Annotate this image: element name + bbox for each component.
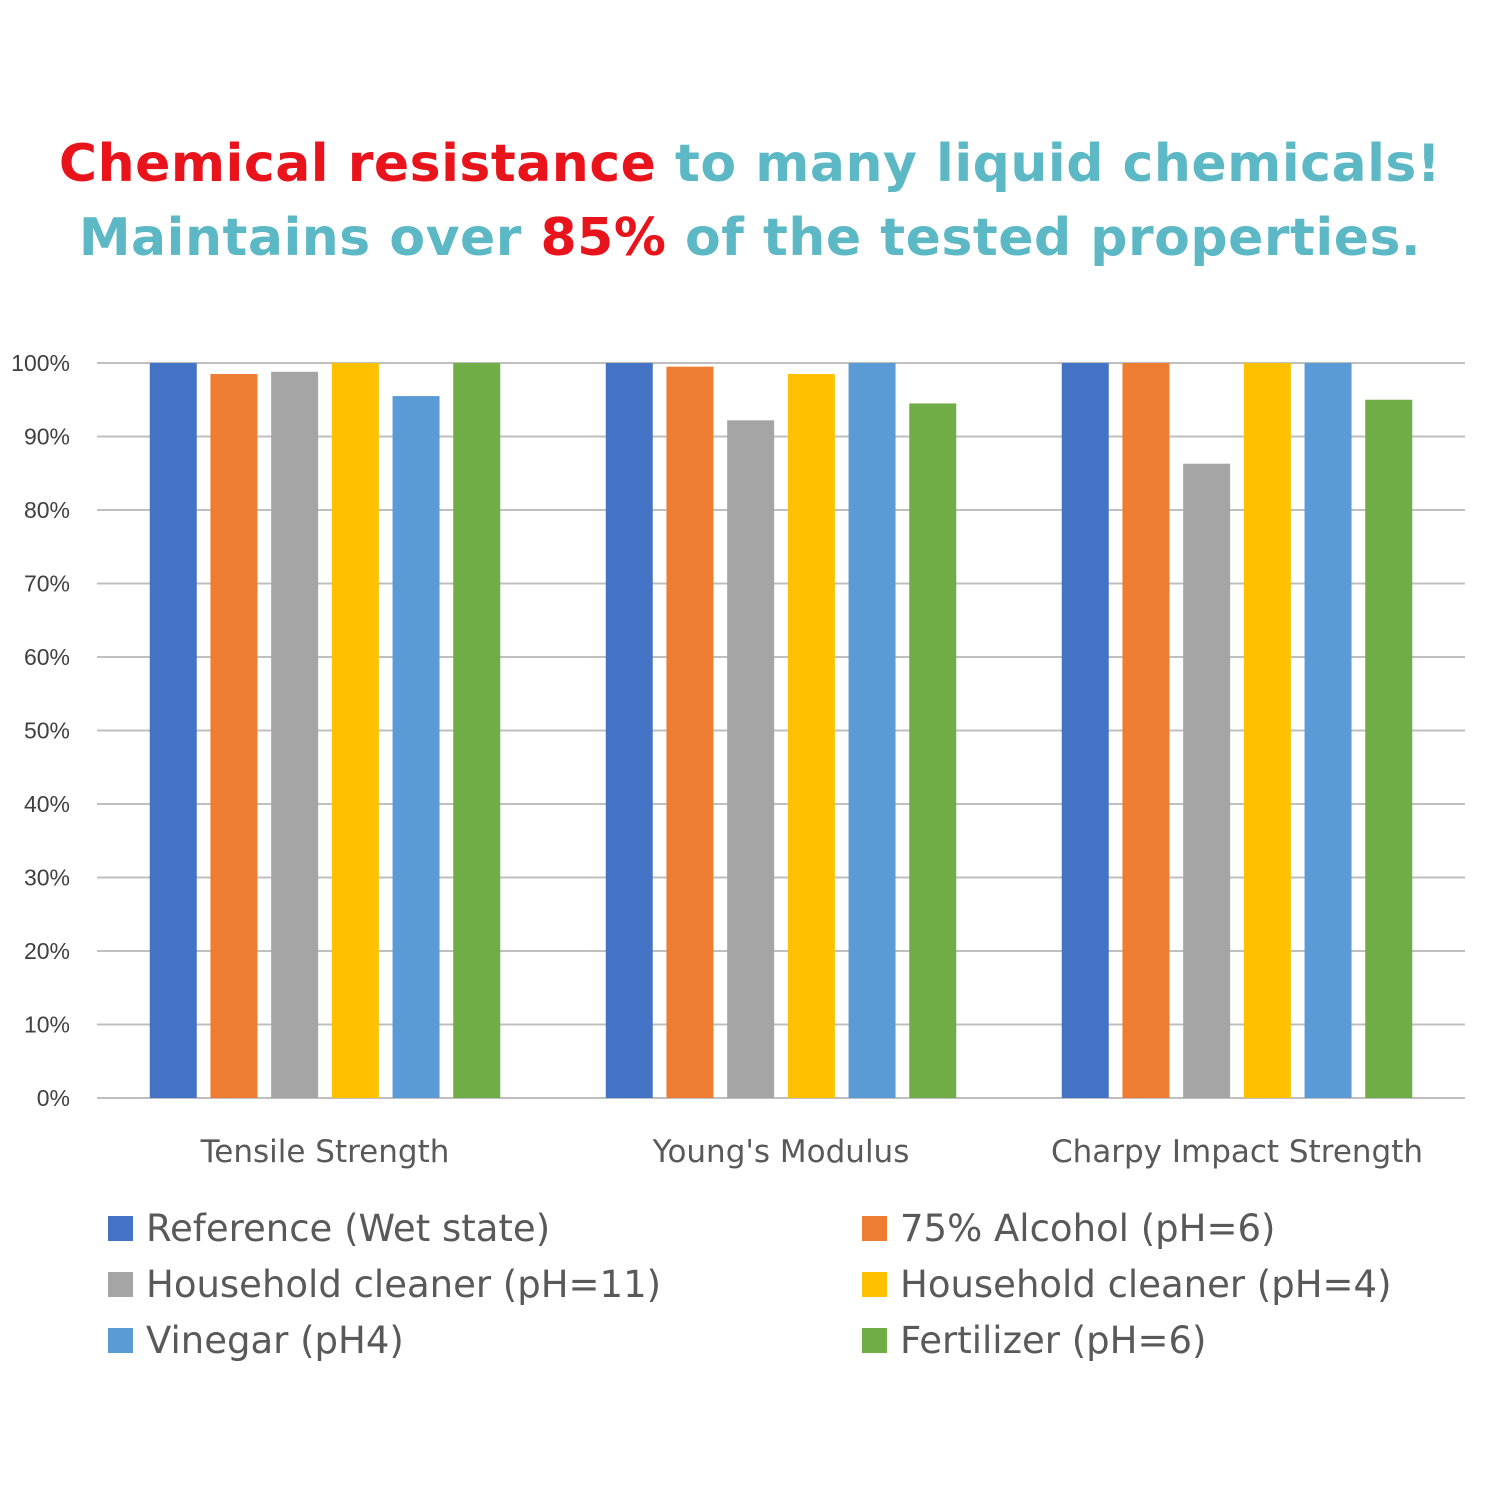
bar <box>1243 363 1291 1098</box>
x-tick-label: Charpy Impact Strength <box>1051 1134 1423 1170</box>
x-tick-label: Tensile Strength <box>200 1134 450 1170</box>
headline-line-2: Maintains over 85% of the tested propert… <box>0 212 1500 264</box>
legend-label: Vinegar (pH4) <box>146 1318 404 1362</box>
legend-swatch <box>108 1327 133 1353</box>
bar <box>1061 363 1109 1098</box>
legend-swatch <box>108 1215 133 1241</box>
bar <box>331 363 379 1098</box>
bar <box>149 363 197 1098</box>
legend-item: Vinegar (pH4) <box>108 1318 404 1362</box>
bar <box>787 374 835 1098</box>
headline-red-text: Chemical resistance <box>58 134 657 194</box>
y-tick-label: 20% <box>24 938 70 964</box>
headline-percent-text: 85% <box>540 208 667 268</box>
legend-label: Reference (Wet state) <box>146 1206 551 1250</box>
legend-item: Fertilizer (pH=6) <box>862 1318 1206 1362</box>
legend-swatch <box>862 1327 887 1353</box>
y-tick-label: 60% <box>24 644 70 670</box>
legend-swatch <box>862 1215 887 1241</box>
y-tick-label: 50% <box>24 718 70 744</box>
legend-item: 75% Alcohol (pH=6) <box>862 1206 1275 1250</box>
bar <box>271 371 319 1098</box>
headline-teal-text: to many liquid chemicals! <box>656 134 1442 194</box>
y-tick-label: 100% <box>11 350 70 376</box>
bar <box>1365 399 1413 1098</box>
bar <box>1122 363 1170 1098</box>
y-tick-label: 10% <box>24 1012 70 1038</box>
legend-item: Household cleaner (pH=11) <box>108 1262 661 1306</box>
y-tick-label: 80% <box>24 497 70 523</box>
bar <box>666 366 714 1098</box>
bar <box>392 396 440 1098</box>
legend-item: Household cleaner (pH=4) <box>862 1262 1392 1306</box>
y-tick-label: 30% <box>24 865 70 891</box>
bar <box>1304 363 1352 1098</box>
legend-label: 75% Alcohol (pH=6) <box>900 1206 1276 1250</box>
x-tick-label: Young's Modulus <box>652 1134 910 1170</box>
legend-label: Fertilizer (pH=6) <box>900 1318 1207 1362</box>
bar <box>909 403 957 1098</box>
y-tick-label: 0% <box>37 1085 70 1111</box>
legend-item: Reference (Wet state) <box>108 1206 550 1250</box>
headline-teal-text-a: Maintains over <box>78 208 541 268</box>
y-tick-label: 90% <box>24 424 70 450</box>
bar <box>210 374 258 1098</box>
headline-teal-text-b: of the tested properties. <box>666 208 1422 268</box>
headline-line-1: Chemical resistance to many liquid chemi… <box>0 138 1500 190</box>
legend-label: Household cleaner (pH=4) <box>900 1262 1392 1306</box>
bar <box>727 420 775 1099</box>
legend-swatch <box>862 1271 887 1297</box>
bar <box>453 363 501 1098</box>
y-tick-label: 70% <box>24 571 70 597</box>
legend-swatch <box>108 1271 133 1297</box>
bar <box>848 363 896 1098</box>
bar <box>1183 463 1231 1098</box>
legend-label: Household cleaner (pH=11) <box>146 1262 662 1306</box>
bar <box>605 363 653 1098</box>
y-tick-label: 40% <box>24 791 70 817</box>
